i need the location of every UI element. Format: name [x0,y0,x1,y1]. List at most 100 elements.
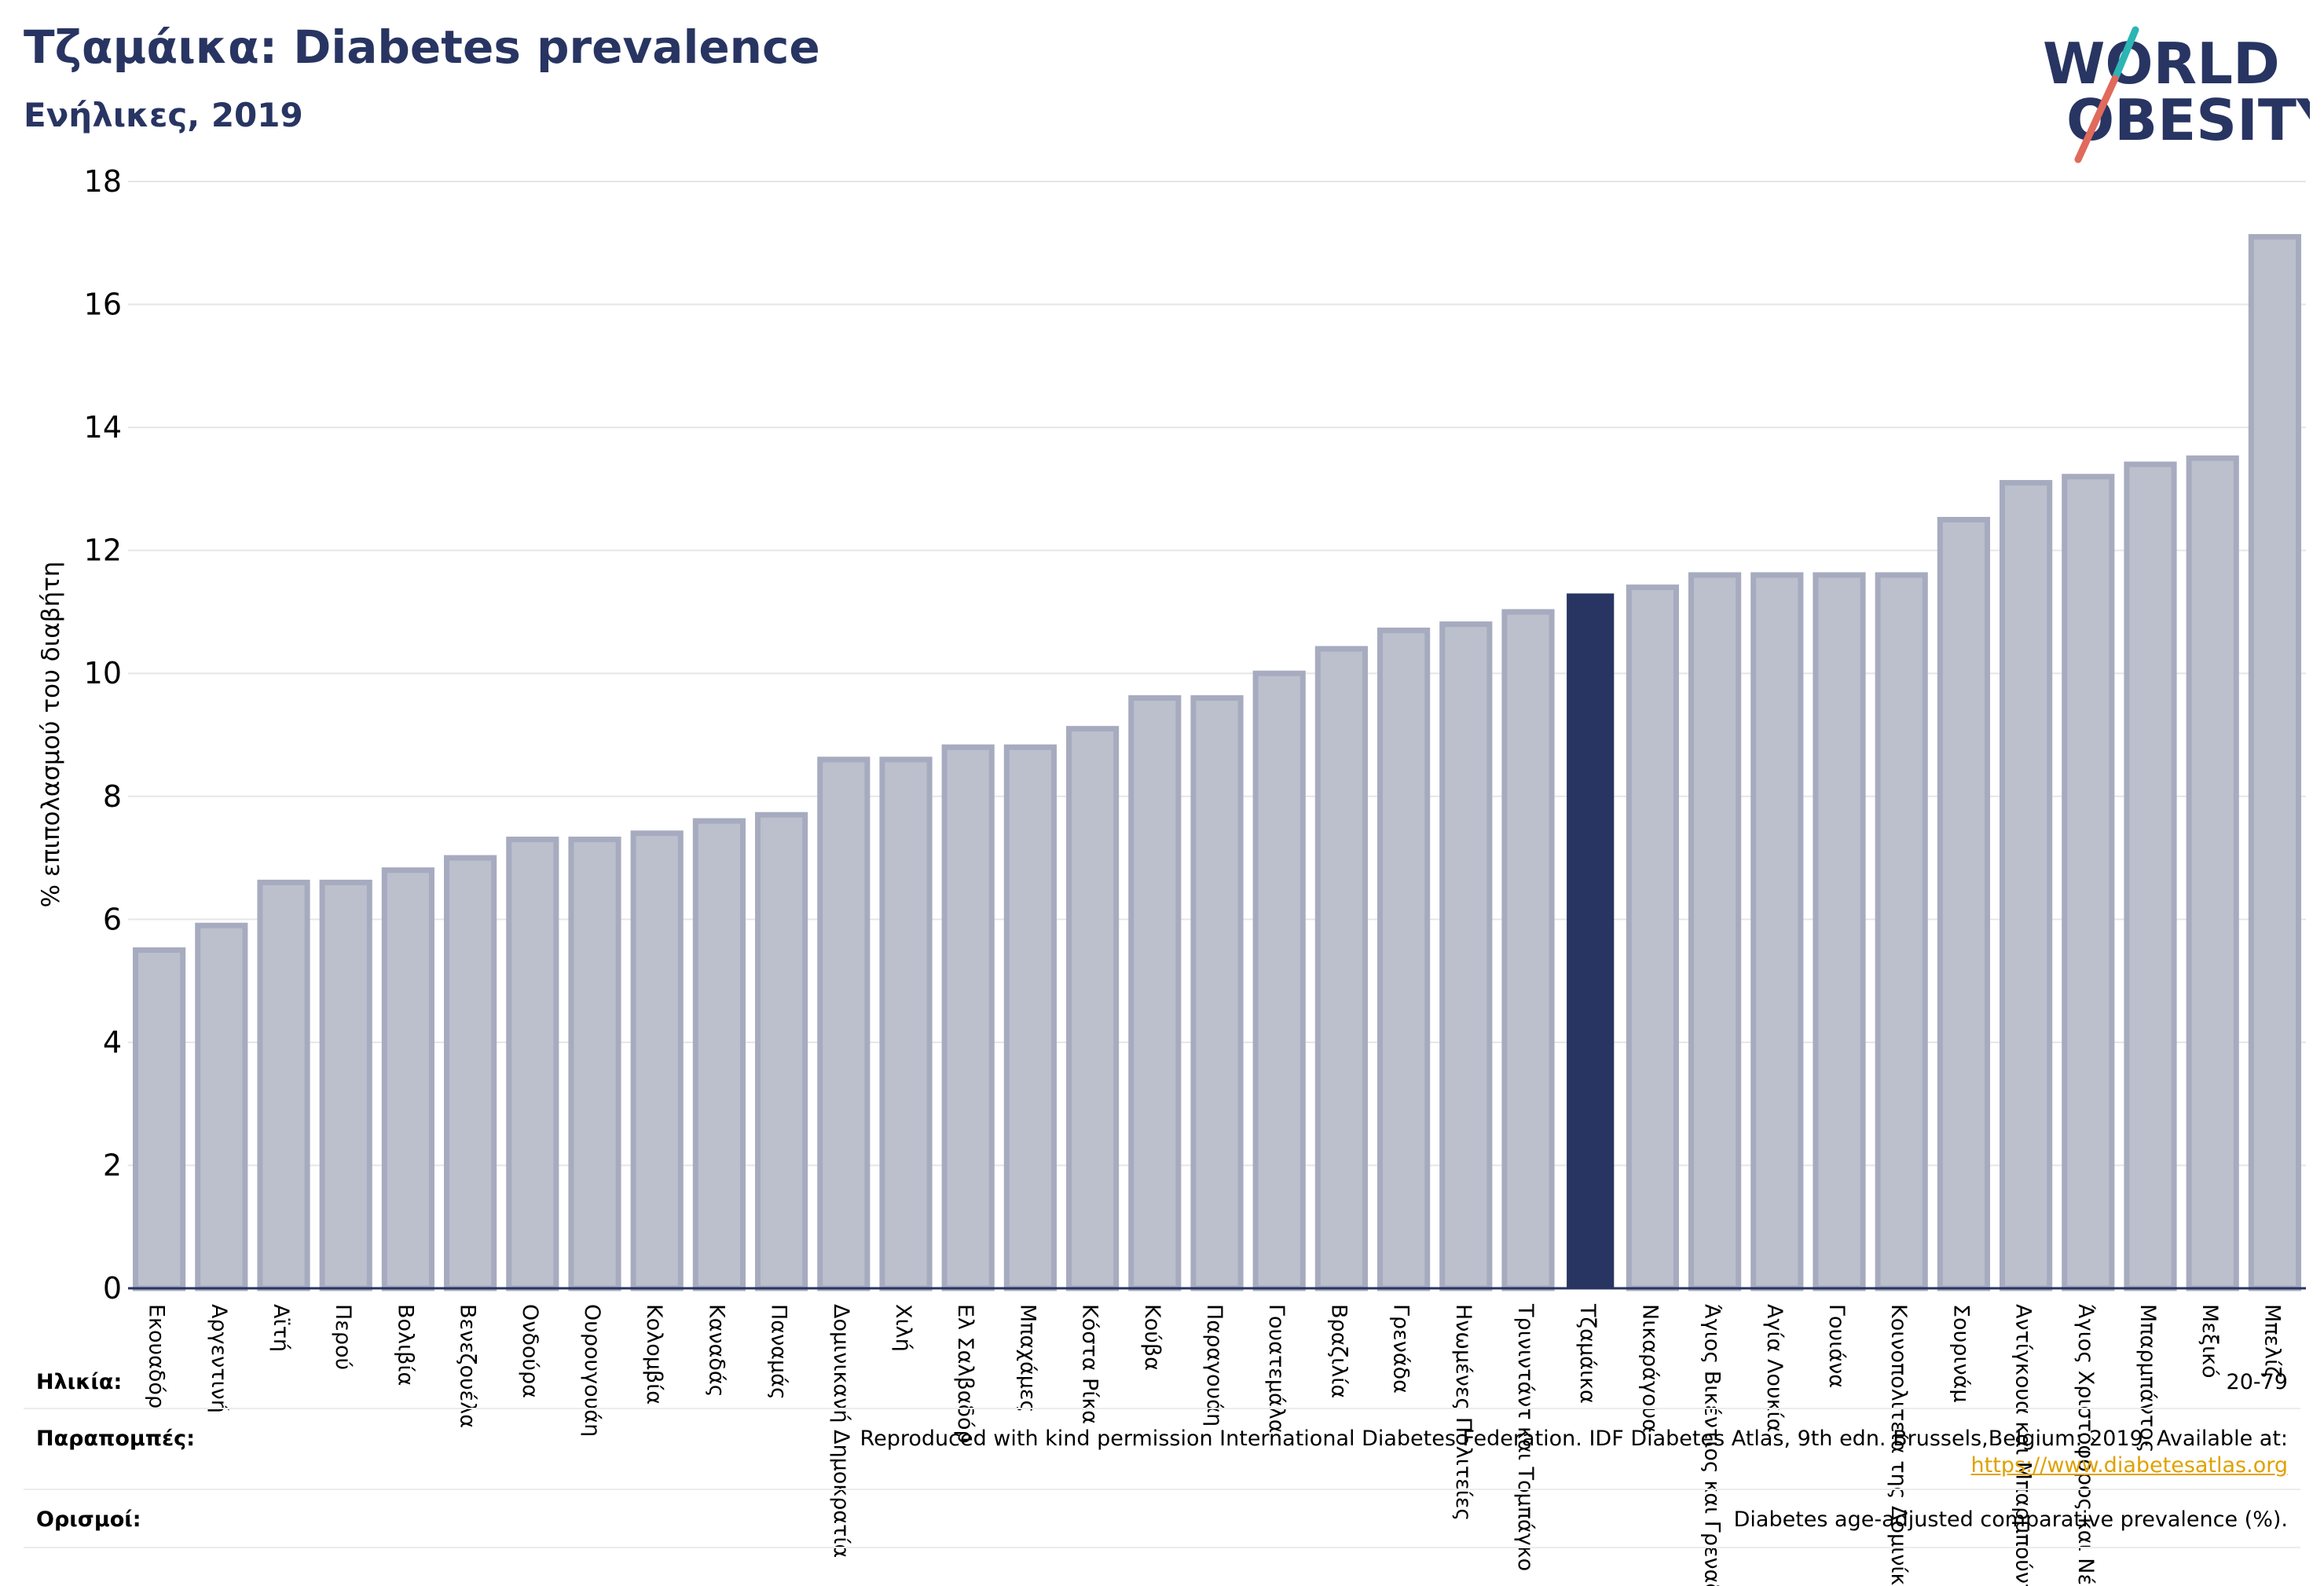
bar [1252,670,1306,1291]
bar [1066,726,1120,1291]
x-tick-label: Νικαράγουα [1637,1304,1662,1433]
y-tick-label: 18 [84,164,122,199]
x-tick-label: Βενεζουέλα [456,1304,480,1428]
x-tick-label: Μπαρμπάντος [2135,1304,2160,1452]
bar [1190,695,1244,1291]
logo-slash-top [2111,26,2139,82]
bar [1377,627,1431,1291]
bars [133,233,2301,1291]
bar [2000,480,2053,1291]
x-tick-label: Αϊτή [269,1304,293,1352]
y-tick-label: 12 [84,533,122,568]
x-tick-label: Δομινικανή Δημοκρατία [829,1304,853,1558]
x-tick-label: Μπαχάμες [1015,1304,1039,1412]
x-tick-label: Βραζιλία [1326,1304,1351,1398]
bar [381,867,434,1291]
bar [2062,474,2115,1291]
y-axis-label: % επιπολασμού του διαβήτη [37,562,65,908]
y-tick-label: 4 [103,1025,122,1060]
x-tick-label: Τρινιντάντ και Τομπάγκο [1513,1303,1538,1571]
bar [195,922,248,1291]
x-tick-label: Άγιος Χριστόφορος και Νέβις [2073,1304,2098,1586]
bar [2248,233,2301,1291]
footer-defs-row: Ορισμοί: Diabetes age-adjusted comparati… [24,1489,2300,1548]
x-tick-label: Κολομβία [642,1304,666,1405]
bar [1626,584,1679,1291]
footer-refs-link[interactable]: https://www.diabetesatlas.org [1970,1453,2288,1478]
x-tick-label: Γουιάνα [1824,1304,1849,1388]
bar [879,756,933,1291]
x-tick-label: Παραγουάη [1202,1304,1226,1427]
bar [1875,572,1928,1291]
x-tick-label: Ηνωμένες Πολιτείες [1451,1304,1475,1521]
y-tick-label: 10 [84,656,122,690]
x-tick-label: Άγιος Βικέντιος και Γρεναδίνες [1700,1304,1725,1586]
bar [319,879,372,1291]
x-tick-label: Σουρινάμ [1948,1304,1973,1403]
bar [941,744,995,1291]
x-tick-label: Παναμάς [767,1304,791,1400]
world-obesity-logo: WORLD OBESITY [2043,26,2310,163]
y-tick-label: 14 [84,410,122,445]
x-tick-label: Αργεντινή [207,1304,231,1413]
x-tick-label: Ελ Σαλβαδόρ [953,1304,977,1444]
footer-refs-row: Παραπομπές: Reproduced with kind permiss… [24,1408,2300,1490]
page-subtitle: Ενήλικες, 2019 [24,96,303,134]
x-tick-labels: Εκουαδόρ Αργεντινή Αϊτή Περού Βολιβία Βενεζου… [145,1303,2285,1586]
bar [1128,695,1182,1291]
x-tick-label: Κούβα [1140,1304,1164,1371]
x-tick-label: Γρενάδα [1389,1304,1413,1394]
bar [755,811,808,1291]
x-tick-label: Γουατεμάλα [1264,1304,1288,1434]
x-tick-label: Κόστα Ρίκα [1078,1304,1102,1424]
x-tick-label: Περού [331,1304,355,1370]
bar [692,818,746,1291]
x-tick-label: Αγία Λουκία [1762,1304,1787,1432]
y-tick-label: 16 [84,288,122,322]
x-tick-label: Ονδούρα [518,1304,542,1398]
y-tick-label: 6 [103,902,122,936]
logo-slash-bottom [2074,75,2119,163]
x-tick-label: Μπελίζ [2260,1304,2284,1378]
bar [1750,572,1804,1291]
page-title: Τζαμάικα: Diabetes prevalence [24,20,820,74]
bar [1314,646,1368,1291]
footer-defs-value: Diabetes age-adjusted comparative preval… [1733,1507,2288,1532]
x-tick-label: Κοινοπολιτεία της Δομινίκας [1886,1304,1911,1586]
x-tick-label: Καναδάς [704,1304,728,1397]
bar [1501,609,1555,1291]
footer-defs-label: Ορισμοί: [36,1507,141,1532]
x-tick-label: Τζαμάικα [1575,1303,1600,1404]
bar [1567,593,1615,1288]
x-tick-label: Εκουαδόρ [145,1304,169,1408]
y-tick-label: 8 [103,779,122,814]
bar [2186,455,2239,1291]
footer-age-label: Ηλικία: [36,1370,123,1394]
footer-age-value: 20-79 [2226,1370,2288,1394]
logo-text-world: WORLD [2043,31,2280,97]
x-tick-label: Ουρουγουάη [580,1304,604,1437]
footer-refs-value: Reproduced with kind permission Internat… [860,1427,2288,1451]
bar [133,947,186,1291]
bar [1003,744,1057,1291]
bar [1439,621,1493,1291]
bar [257,879,310,1291]
bar [1937,517,1990,1291]
x-tick-label: Μεξικό [2198,1304,2222,1379]
footer-age-row: Ηλικία: 20-79 [24,1350,2300,1409]
x-tick-label: Χιλή [891,1304,915,1352]
bar [506,837,559,1291]
bar [2124,461,2177,1291]
footer-refs-label: Παραπομπές: [36,1427,195,1451]
y-tick-label: 2 [103,1148,122,1182]
bar [568,837,621,1291]
bar [444,855,497,1291]
bar [1688,572,1742,1291]
bar [1813,572,1866,1291]
y-tick-label: 0 [103,1271,122,1306]
bar [817,756,871,1291]
x-tick-label: Αντίγκουα και Μπαρμπούντα [2011,1304,2036,1586]
bar [630,830,684,1291]
x-tick-label: Βολιβία [393,1304,417,1386]
